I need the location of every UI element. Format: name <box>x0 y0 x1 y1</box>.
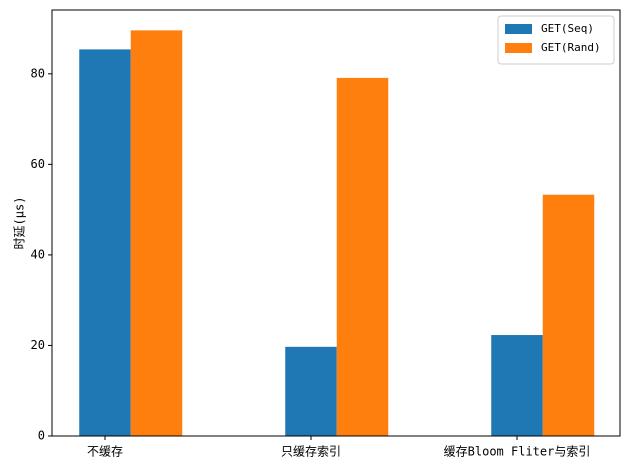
y-tick-label: 0 <box>38 429 45 443</box>
y-tick-label: 60 <box>31 157 45 171</box>
legend-swatch <box>505 24 532 34</box>
bar <box>130 30 183 436</box>
bar <box>285 346 337 436</box>
y-tick-label: 20 <box>31 338 45 352</box>
bar <box>491 335 543 436</box>
y-tick-label: 40 <box>31 247 45 261</box>
x-tick-label: 只缓存索引 <box>281 445 341 459</box>
bar <box>542 194 595 436</box>
legend-text: GET(Seq) <box>541 22 594 35</box>
y-axis-label: 时延(μs) <box>13 197 27 250</box>
bar <box>336 77 389 436</box>
x-tick-label: 缓存Bloom Fliter与索引 <box>444 445 591 459</box>
plot-frame <box>51 9 621 437</box>
bar <box>79 49 131 436</box>
x-tick-label: 不缓存 <box>87 445 123 459</box>
y-tick-label: 80 <box>31 66 45 80</box>
legend-swatch <box>505 43 532 53</box>
legend-text: GET(Rand) <box>541 41 601 54</box>
